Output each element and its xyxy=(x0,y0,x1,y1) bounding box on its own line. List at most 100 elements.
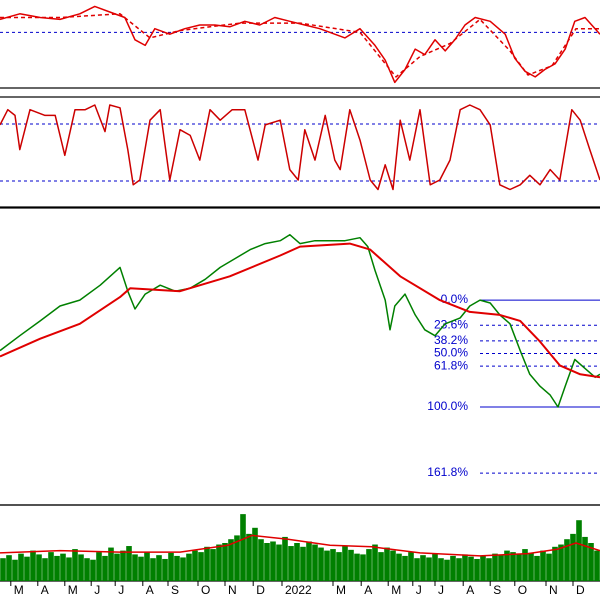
fib-level-label: 61.8% xyxy=(434,358,468,372)
volume-bar xyxy=(0,558,6,581)
x-tick-label: S xyxy=(493,583,501,597)
volume-bar xyxy=(294,543,300,581)
volume-bar xyxy=(78,554,84,581)
volume-bar xyxy=(306,541,312,581)
volume-bar xyxy=(492,553,498,581)
volume-bar xyxy=(594,550,600,581)
volume-bar xyxy=(300,546,306,581)
volume-bar xyxy=(204,546,210,581)
volume-bar xyxy=(312,544,318,581)
volume-bar xyxy=(552,546,558,581)
x-tick-label: 2022 xyxy=(285,583,312,597)
volume-bar xyxy=(72,549,78,581)
volume-bar xyxy=(372,544,378,581)
volume-bar xyxy=(252,527,258,581)
volume-bar xyxy=(162,558,168,581)
volume-bar xyxy=(60,553,66,581)
volume-bar xyxy=(132,554,138,581)
x-tick-label: N xyxy=(549,583,558,597)
fib-level-label: 50.0% xyxy=(434,346,468,360)
volume-bar xyxy=(354,553,360,581)
volume-bar xyxy=(12,559,18,581)
volume-bar xyxy=(192,550,198,581)
x-tick-label: D xyxy=(576,583,585,597)
fib-level-label: 100.0% xyxy=(427,399,468,413)
volume-bar xyxy=(222,543,228,581)
volume-bar xyxy=(582,536,588,581)
volume-bar xyxy=(258,539,264,581)
volume-bar xyxy=(228,539,234,581)
volume-bar xyxy=(216,544,222,581)
volume-bar xyxy=(150,558,156,581)
volume-bar xyxy=(240,514,246,581)
volume-bar xyxy=(102,555,108,581)
volume-bar xyxy=(324,550,330,581)
volume-bar xyxy=(408,552,414,581)
volume-bar xyxy=(198,552,204,581)
volume-bar xyxy=(114,553,120,581)
volume-bar xyxy=(120,550,126,581)
volume-bar xyxy=(468,556,474,581)
volume-bar xyxy=(564,539,570,581)
volume-bar xyxy=(486,558,492,581)
volume-bar xyxy=(270,541,276,581)
fib-level-label: 23.6% xyxy=(434,317,468,331)
series-line xyxy=(0,233,600,408)
volume-bar xyxy=(588,543,594,581)
volume-bar xyxy=(480,555,486,581)
volume-bar xyxy=(318,547,324,581)
volume-bar xyxy=(264,543,270,581)
volume-bar xyxy=(396,553,402,581)
fib-level-label: 38.2% xyxy=(434,333,468,347)
x-tick-label: M xyxy=(336,583,346,597)
volume-bar xyxy=(570,533,576,581)
volume-bar xyxy=(138,556,144,581)
volume-bar xyxy=(378,552,384,581)
volume-bar xyxy=(516,554,522,581)
volume-bar xyxy=(18,553,24,581)
volume-bar xyxy=(522,549,528,581)
volume-bar xyxy=(402,555,408,581)
volume-bar xyxy=(66,557,72,581)
volume-bar xyxy=(54,555,60,581)
volume-bar xyxy=(174,555,180,581)
volume-bar xyxy=(126,546,132,581)
volume-bar xyxy=(36,554,42,581)
volume-bar xyxy=(510,552,516,581)
volume-bar xyxy=(108,547,114,581)
series-line xyxy=(0,242,600,379)
volume-bar xyxy=(390,550,396,581)
x-tick-label: S xyxy=(171,583,179,597)
volume-bar xyxy=(474,558,480,581)
volume-bar xyxy=(6,555,12,581)
volume-bar xyxy=(246,533,252,581)
volume-bar xyxy=(348,549,354,581)
x-tick-label: D xyxy=(256,583,265,597)
volume-bar xyxy=(528,552,534,581)
x-tick-label: J xyxy=(416,583,422,597)
fib-level-label: 0.0% xyxy=(441,292,469,306)
volume-bar xyxy=(384,547,390,581)
volume-bar xyxy=(342,546,348,581)
x-tick-label: A xyxy=(146,583,154,597)
x-tick-label: J xyxy=(94,583,100,597)
volume-bar xyxy=(420,555,426,581)
x-tick-label: O xyxy=(201,583,210,597)
fib-level-label: 161.8% xyxy=(427,465,468,479)
volume-bar xyxy=(462,554,468,581)
volume-bar xyxy=(360,554,366,581)
volume-bar xyxy=(180,557,186,581)
volume-bar xyxy=(558,544,564,581)
volume-bar xyxy=(534,555,540,581)
volume-bar xyxy=(444,559,450,581)
volume-bar xyxy=(498,555,504,581)
volume-bar xyxy=(42,558,48,581)
panel-frame xyxy=(0,87,600,89)
volume-bar xyxy=(84,558,90,581)
volume-bar xyxy=(576,520,582,581)
x-tick-label: O xyxy=(518,583,527,597)
volume-bar xyxy=(540,550,546,581)
volume-bar xyxy=(282,536,288,581)
